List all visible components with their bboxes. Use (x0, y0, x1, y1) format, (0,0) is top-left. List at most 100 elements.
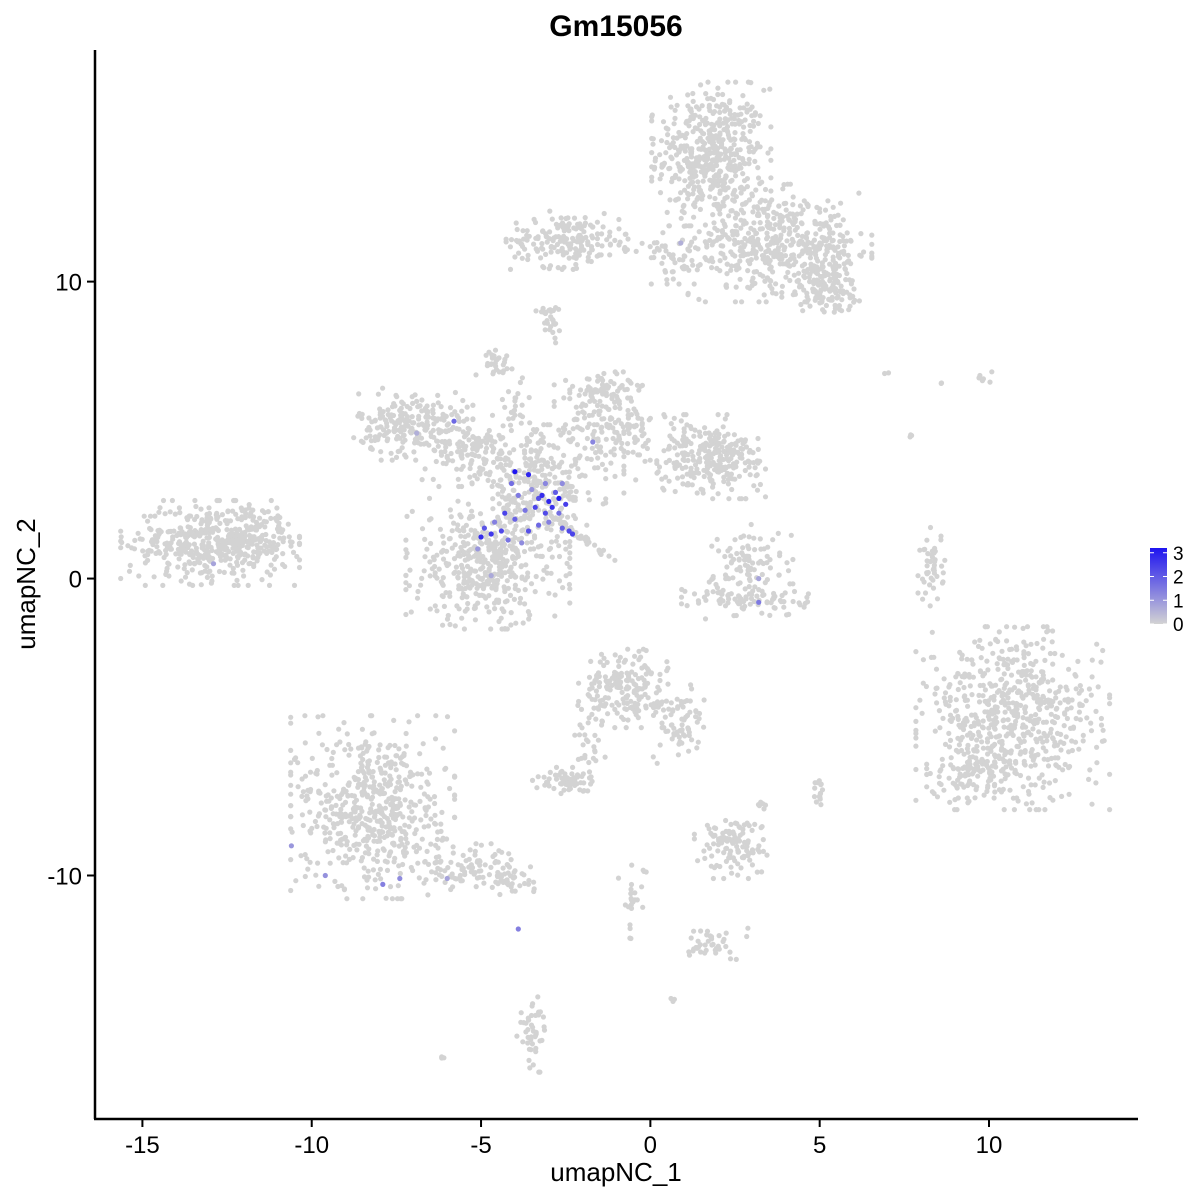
cell-point (768, 146, 774, 152)
cell-point (575, 702, 581, 709)
cell-point (532, 477, 538, 483)
cell-point (732, 299, 739, 305)
cell-point (1040, 693, 1046, 700)
cell-point (913, 766, 919, 773)
cell-point (461, 434, 468, 440)
cell-point (730, 575, 736, 581)
cell-point (465, 430, 471, 436)
cell-point (198, 521, 204, 527)
cell-point (1024, 624, 1031, 630)
cell-point (679, 586, 685, 593)
cell-point (666, 446, 672, 452)
cell-point (465, 501, 471, 507)
cell-point (262, 524, 268, 530)
cell-point (746, 534, 752, 540)
cell-point (952, 807, 958, 813)
cell-point (791, 262, 797, 268)
cell-point (654, 699, 661, 705)
cell-point (747, 578, 753, 584)
cell-point (675, 705, 681, 711)
cell-point (955, 713, 961, 720)
cell-point (704, 459, 710, 466)
cell-point (564, 775, 571, 781)
cell-point (520, 228, 526, 234)
cell-point (740, 606, 747, 612)
cell-point (575, 221, 581, 227)
cell-point (733, 194, 740, 200)
cell-point (558, 781, 564, 787)
cell-point (1025, 775, 1032, 781)
cell-point (531, 467, 537, 473)
cell-point (654, 458, 660, 464)
cell-point (953, 674, 959, 680)
cell-point (202, 527, 208, 533)
cell-point (230, 508, 236, 514)
cell-point (523, 461, 530, 467)
cell-point (629, 678, 635, 684)
cell-point (516, 250, 522, 256)
cell-point (776, 203, 782, 209)
cell-point (1059, 652, 1065, 658)
cell-point (1021, 649, 1027, 655)
cell-point (737, 161, 743, 168)
cell-point (747, 601, 753, 607)
cell-point (389, 896, 395, 902)
cell-point (779, 294, 785, 300)
cell-point (664, 139, 670, 146)
cell-point (728, 263, 735, 269)
cell-point (378, 457, 384, 463)
cell-point (436, 566, 442, 572)
cell-point (771, 594, 777, 600)
cell-point (525, 252, 531, 258)
cell-point (678, 594, 685, 600)
cell-point (231, 538, 237, 544)
cell-point (288, 791, 294, 797)
cell-point (759, 571, 765, 578)
cell-point (727, 108, 733, 114)
cell-point (625, 427, 631, 433)
cell-point (403, 537, 409, 543)
cell-point (156, 527, 163, 533)
cell-point (729, 164, 736, 170)
cell-point (542, 327, 548, 333)
cell-point (208, 544, 214, 550)
cell-point (623, 231, 629, 237)
cell-point (671, 415, 677, 421)
cell-point (593, 688, 600, 694)
cell-point (1023, 677, 1029, 683)
cell-point (576, 732, 583, 738)
cell-point (764, 214, 771, 220)
cell-point (526, 456, 533, 462)
cell-point (727, 159, 734, 165)
cell-point (118, 575, 124, 582)
cell-point (701, 697, 707, 703)
cell-point (618, 684, 624, 691)
cell-point (135, 530, 141, 536)
cell-point (643, 440, 649, 446)
cell-point (547, 769, 553, 776)
cell-point (947, 737, 954, 744)
cell-point (596, 444, 602, 451)
cell-point (563, 546, 569, 552)
cell-point (388, 450, 394, 456)
cell-point (500, 556, 506, 562)
cell-point (522, 587, 528, 593)
cell-point (741, 105, 747, 111)
cell-point (767, 283, 773, 289)
cell-point (400, 439, 406, 445)
cell-point (959, 734, 965, 740)
cell-point (136, 573, 142, 579)
cell-point (616, 663, 622, 670)
cell-point (578, 387, 584, 393)
cell-point (207, 568, 213, 574)
cell-point (743, 444, 750, 450)
cell-point (536, 449, 543, 455)
cell-point (290, 549, 297, 556)
cell-point (193, 503, 199, 510)
cell-point (504, 529, 511, 535)
cell-point (237, 552, 243, 558)
cell-point (946, 730, 952, 737)
cell-point (454, 603, 460, 609)
cell-point (160, 582, 166, 589)
cell-point (595, 465, 601, 471)
